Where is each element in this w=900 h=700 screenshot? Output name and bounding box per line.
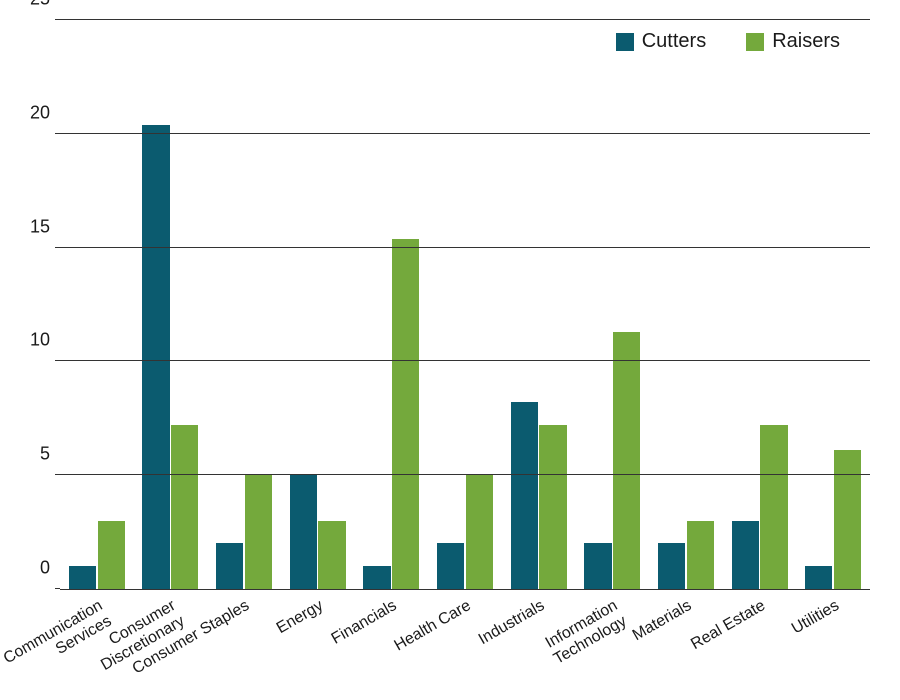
legend-swatch <box>746 33 764 51</box>
ytick-mark <box>55 247 60 248</box>
x-axis-label: Health Care <box>391 597 474 655</box>
bars-layer <box>60 20 870 589</box>
ytick-label: 0 <box>40 558 50 579</box>
bar-raisers <box>687 521 714 589</box>
bar-cutters <box>805 566 832 589</box>
legend-item-raisers: Raisers <box>746 30 840 53</box>
bar-raisers <box>318 521 345 589</box>
grouped-bar-chart: 0510152025CommunicationServicesConsumerD… <box>0 0 900 700</box>
bar-cutters <box>437 543 464 589</box>
ytick-label: 20 <box>30 102 50 123</box>
x-axis-label: Utilities <box>789 597 843 638</box>
bar-raisers <box>539 425 566 589</box>
bar-raisers <box>392 239 419 590</box>
bar-raisers <box>760 425 787 589</box>
x-axis-label: Real Estate <box>688 597 769 654</box>
bar-cutters <box>363 566 390 589</box>
legend-item-cutters: Cutters <box>616 30 706 53</box>
x-axis-label: Energy <box>274 597 327 638</box>
x-axis-label: Financials <box>329 597 400 649</box>
bar-raisers <box>466 475 493 589</box>
bar-cutters <box>584 543 611 589</box>
bar-cutters <box>511 402 538 589</box>
bar-cutters <box>142 125 169 589</box>
bar-cutters <box>216 543 243 589</box>
ytick-mark <box>55 588 60 589</box>
bar-cutters <box>290 475 317 589</box>
legend-label: Raisers <box>772 30 840 53</box>
legend-swatch <box>616 33 634 51</box>
bar-cutters <box>732 521 759 589</box>
ytick-mark <box>55 360 60 361</box>
gridline <box>60 133 870 134</box>
legend-label: Cutters <box>642 30 706 53</box>
legend: Cutters Raisers <box>616 30 840 53</box>
bar-raisers <box>98 521 125 589</box>
ytick-label: 10 <box>30 330 50 351</box>
ytick-label: 15 <box>30 216 50 237</box>
gridline <box>60 247 870 248</box>
bar-raisers <box>171 425 198 589</box>
bar-raisers <box>245 475 272 589</box>
gridline <box>60 474 870 475</box>
bar-cutters <box>658 543 685 589</box>
ytick-mark <box>55 133 60 134</box>
ytick-mark <box>55 19 60 20</box>
gridline <box>60 19 870 20</box>
bar-raisers <box>613 332 640 589</box>
plot-area: 0510152025CommunicationServicesConsumerD… <box>60 20 870 590</box>
ytick-label: 5 <box>40 444 50 465</box>
x-axis-label: Materials <box>630 597 695 645</box>
ytick-mark <box>55 474 60 475</box>
ytick-label: 25 <box>30 0 50 10</box>
gridline <box>60 360 870 361</box>
bar-cutters <box>69 566 96 589</box>
bar-raisers <box>834 450 861 589</box>
